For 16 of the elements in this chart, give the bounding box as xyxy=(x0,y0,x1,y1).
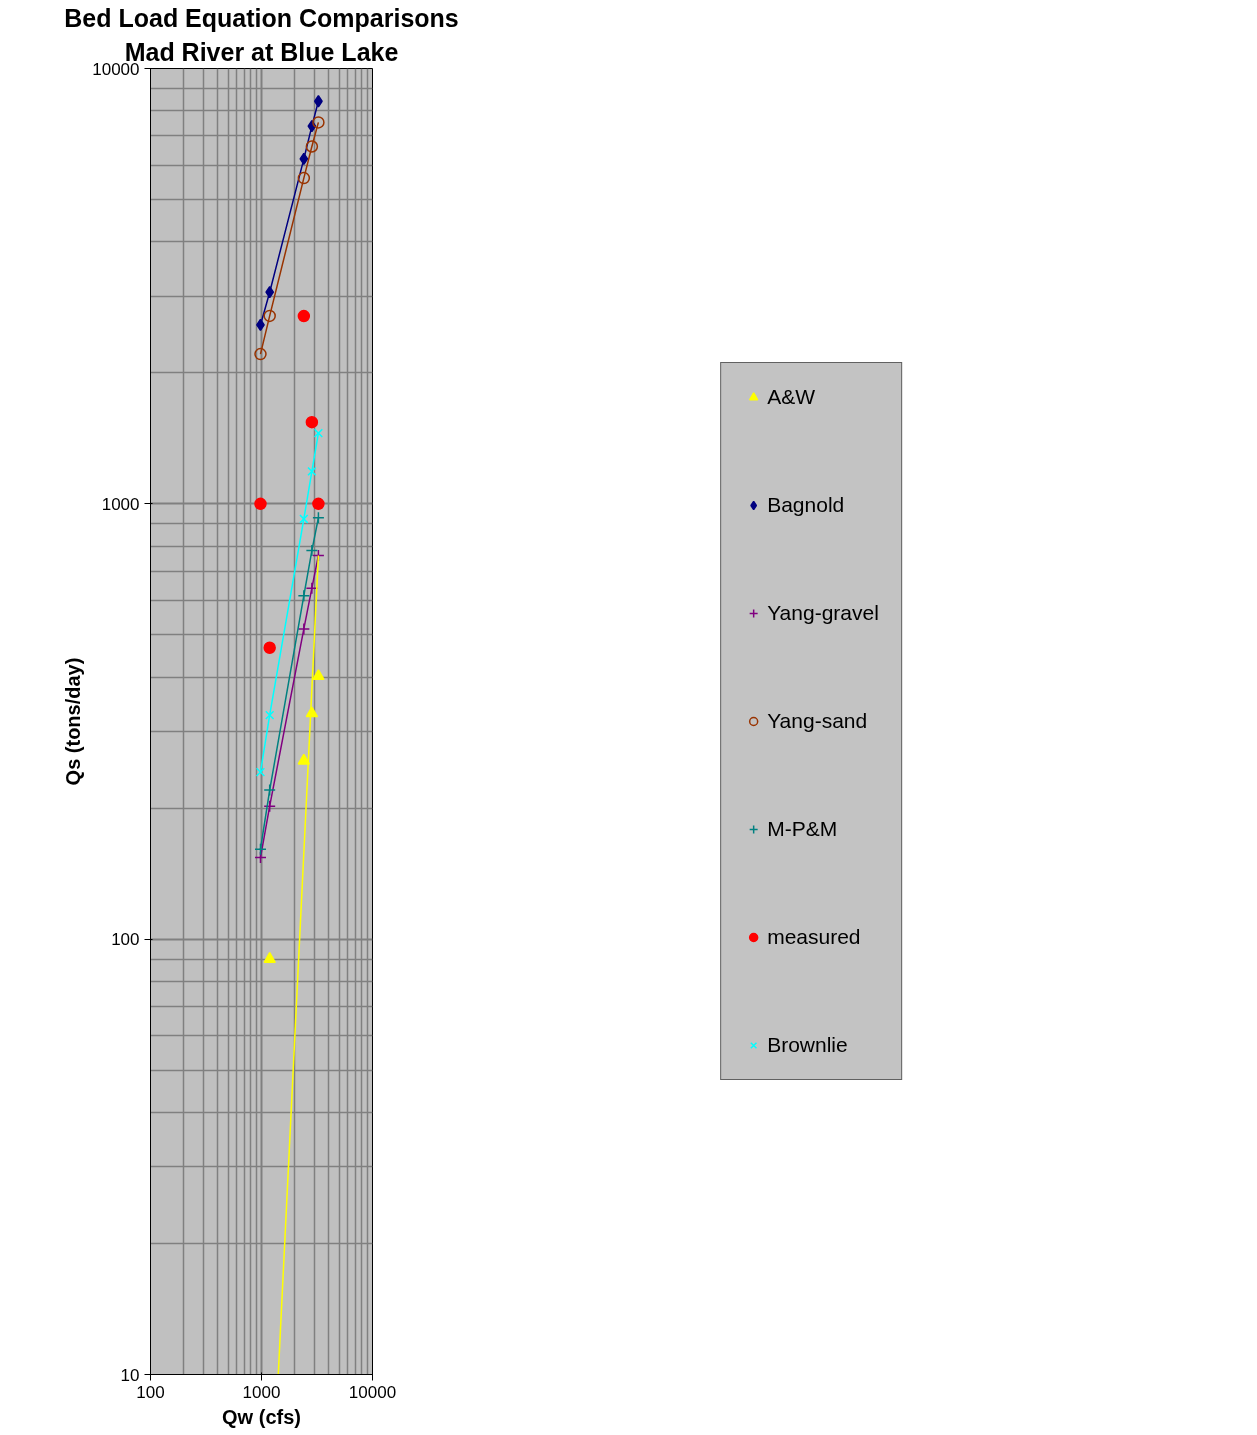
legend-label: A&W xyxy=(767,385,815,409)
legend-label: M-P&M xyxy=(767,817,838,841)
legend-label: Bagnold xyxy=(767,493,845,517)
legend-label: Brownlie xyxy=(767,1033,848,1057)
chart-title: Bed Load Equation Comparisons xyxy=(64,3,459,32)
x-tick-label: 100 xyxy=(136,1382,165,1402)
y-tick-label: 10 xyxy=(120,1365,140,1385)
x-axis-title: Qw (cfs) xyxy=(222,1405,301,1428)
y-axis-title: Qs (tons/day) xyxy=(62,657,85,786)
x-tick-label: 10000 xyxy=(348,1382,397,1402)
legend-label: measured xyxy=(767,925,861,949)
legend-label: Yang-gravel xyxy=(767,601,879,625)
legend-label: Yang-sand xyxy=(767,709,868,733)
y-tick-label: 100 xyxy=(111,930,140,950)
x-tick-label: 1000 xyxy=(242,1382,281,1402)
y-tick-label: 1000 xyxy=(101,494,140,514)
